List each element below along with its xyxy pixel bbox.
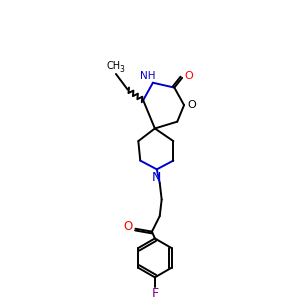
Text: CH: CH xyxy=(107,61,121,71)
Text: 3: 3 xyxy=(119,64,124,74)
Text: N: N xyxy=(152,171,161,184)
Text: NH: NH xyxy=(140,71,156,81)
Text: F: F xyxy=(151,287,158,300)
Text: O: O xyxy=(184,71,193,81)
Text: O: O xyxy=(123,220,132,233)
Text: O: O xyxy=(188,100,196,110)
